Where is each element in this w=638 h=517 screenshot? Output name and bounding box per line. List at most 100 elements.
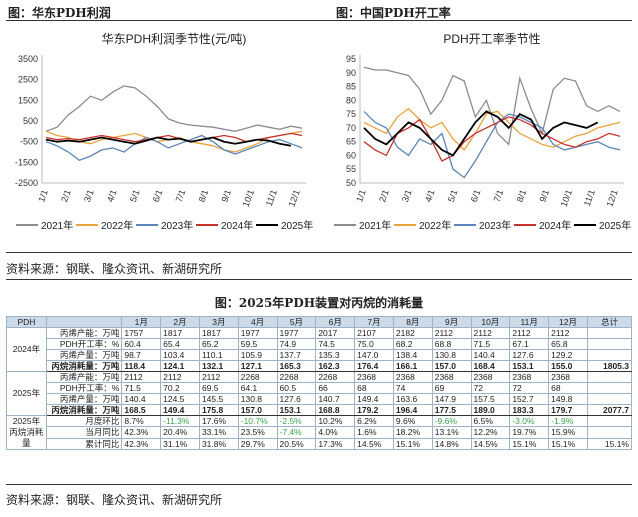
chart-title: PDH开工率季节性 <box>443 31 540 46</box>
x-tick-label: 3/1 <box>400 188 414 203</box>
table-cell: 2368 <box>431 371 472 383</box>
row-label: 累计同比 <box>45 437 123 451</box>
table-cell: 20.5% <box>276 437 317 451</box>
left-figure-title: 图：华东PDH利润 <box>8 6 111 20</box>
table-cell: 163.6 <box>392 393 433 405</box>
series-line-2021 <box>45 85 303 132</box>
table-cell: 1.6% <box>354 426 394 439</box>
table-cell: 162.3 <box>315 360 356 372</box>
x-tick-label: 9/1 <box>219 188 233 203</box>
row-label: 月度环比 <box>45 414 123 428</box>
table-cell: 68 <box>354 382 394 394</box>
table-cell: 168.4 <box>470 360 511 372</box>
table-cell: -9.6% <box>431 414 472 428</box>
header-col: 10月 <box>470 316 511 328</box>
header-col: 8月 <box>392 316 433 328</box>
table-cell: 189.0 <box>470 404 511 416</box>
legend-label: 2022年 <box>419 219 451 232</box>
table-header-row: PDH 1月 2月 3月 4月 5月 6月 7月 8月 9月 10月 11月 12月 总计 <box>6 316 633 328</box>
table-cell: 183.3 <box>509 404 550 416</box>
table-cell: 2368 <box>392 371 433 383</box>
table-cell: 145.5 <box>198 393 239 405</box>
table-cell: -3.0% <box>509 414 550 428</box>
total-cell <box>586 371 633 383</box>
table-cell: 65.8 <box>548 338 588 350</box>
x-tick-label: 4/1 <box>423 188 437 203</box>
table-cell: 68 <box>548 382 588 394</box>
legend-label: 2023年 <box>479 219 511 232</box>
series-line-2022 <box>363 107 621 151</box>
legend-label: 2021年 <box>359 219 391 232</box>
total-cell <box>586 414 633 428</box>
x-tick-label: 8/1 <box>197 188 211 203</box>
x-tick-label: 12/1 <box>286 188 301 208</box>
y-tick-label: 500 <box>23 116 38 126</box>
mid-divider-2 <box>6 279 632 280</box>
table-cell: -2.5% <box>276 414 317 428</box>
legend-label: 2025年 <box>599 219 631 232</box>
table-cell: 98.7 <box>121 349 162 361</box>
table-cell: 147.0 <box>354 349 394 361</box>
header-col: 11月 <box>509 316 550 328</box>
table-cell: 9.6% <box>392 414 433 428</box>
table-cell: 105.9 <box>237 349 278 361</box>
total-cell <box>586 393 633 405</box>
legend-label: 2022年 <box>101 219 133 232</box>
row-group-year: 2025年丙烷消耗量 <box>6 415 47 450</box>
table-row: PDH开工率：% 71.5 70.2 69.5 64.1 60.5 66 68 74 69 72 72… <box>7 382 633 394</box>
table-cell: 69 <box>431 382 472 394</box>
x-tick-label: 4/1 <box>105 188 119 203</box>
row-label: 丙烷消耗量：万吨 <box>45 404 123 416</box>
total-cell: 1805.3 <box>586 360 633 372</box>
table-cell: 179.2 <box>354 404 394 416</box>
row-label: 丙烯产量：万吨 <box>45 393 123 405</box>
table-cell: 69.5 <box>198 382 239 394</box>
table-cell: 130.8 <box>237 393 278 405</box>
table-cell: 129.2 <box>548 349 588 361</box>
propane-consumption-table: PDH 1月 2月 3月 4月 5月 6月 7月 8月 9月 10月 11月 12月 总计 2024年 丙烯… <box>6 316 633 451</box>
utilization-chart: PDH开工率季节性 95 90 85 80 75 70 65 60 55 50 1/1 2/1 3/1 4/… <box>320 21 632 245</box>
header-col: 3月 <box>198 316 239 328</box>
table-cell: 168.5 <box>121 404 162 416</box>
table-cell: 2368 <box>354 371 394 383</box>
table-cell: 33.1% <box>198 426 239 439</box>
table-row: 当月同比 42.3% 20.4% 33.1% 23.5% -7.4% 4.0% 1.6% 18.… <box>7 426 633 439</box>
table-cell: 70.2 <box>160 382 200 394</box>
table-cell: 66 <box>315 382 356 394</box>
table-cell: 13.1% <box>431 426 472 439</box>
x-tick-label: 2/1 <box>59 188 73 203</box>
table-cell: 127.1 <box>237 360 278 372</box>
table-cell: 196.4 <box>392 404 433 416</box>
y-tick-label: 95 <box>346 54 356 64</box>
table-row: PDH开工率：% 60.4 65.4 65.2 59.5 74.9 74.5 75.0 68.2… <box>7 338 633 350</box>
table-cell: 65.4 <box>160 338 200 350</box>
table-cell: 19.7% <box>509 426 550 439</box>
table-cell: -10.7% <box>237 414 278 428</box>
table-cell: 74.9 <box>276 338 317 350</box>
header-col: 7月 <box>354 316 394 328</box>
y-tick-label: 1500 <box>18 95 38 105</box>
table-cell: 14.8% <box>431 437 472 451</box>
table-cell: 20.4% <box>160 426 200 439</box>
profit-chart-svg: 华东PDH利润季节性(元/吨) 3500 2500 1500 500 -500 -1500 -… <box>15 32 313 232</box>
table-cell: 168.8 <box>315 404 356 416</box>
table-cell: 179.7 <box>548 404 588 416</box>
table-cell: 15.1% <box>509 437 550 451</box>
chart-source-note: 资料来源：钢联、隆众资讯、新湖研究所 <box>6 262 223 276</box>
table-cell: 29.7% <box>237 437 278 451</box>
table-cell: -11.3% <box>160 414 200 428</box>
table-cell: 2112 <box>160 371 200 383</box>
table-cell: 59.5 <box>237 338 278 350</box>
table-cell: 31.1% <box>160 437 200 451</box>
table-cell: 127.6 <box>276 393 317 405</box>
table-cell: 2368 <box>548 371 588 383</box>
x-tick-label: 5/1 <box>446 188 460 203</box>
table-cell: 140.4 <box>121 393 162 405</box>
table-cell: 75.0 <box>354 338 394 350</box>
table-cell: 127.6 <box>509 349 550 361</box>
total-cell <box>586 327 633 339</box>
right-figure-title: 图：中国PDH开工率 <box>336 6 451 20</box>
table-cell: 60.5 <box>276 382 317 394</box>
total-cell <box>586 382 633 394</box>
series-line-2025 <box>363 110 599 157</box>
